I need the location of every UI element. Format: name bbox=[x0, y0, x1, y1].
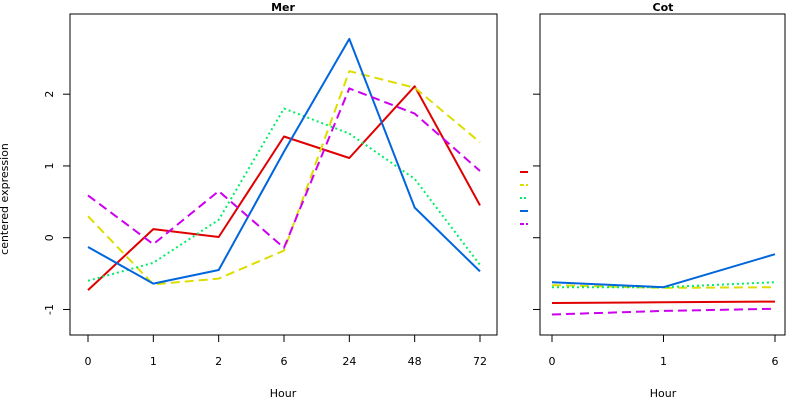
x-axis-title-cot: Hour bbox=[650, 387, 677, 400]
series-line-cot-4 bbox=[551, 253, 776, 289]
plot-frame-cot bbox=[539, 13, 786, 336]
series-line-mer-5 bbox=[87, 87, 481, 249]
x-tick-label-mer: 0 bbox=[85, 355, 92, 368]
panel-cot: Cot Hour 0 1 6 bbox=[533, 1, 786, 400]
panel-title-cot: Cot bbox=[653, 1, 674, 14]
axis-ticks-cot: 0 1 6 bbox=[533, 93, 779, 368]
x-tick-label-mer: 2 bbox=[215, 355, 222, 368]
series-line-cot-2 bbox=[551, 284, 776, 289]
y-tick-label: -1 bbox=[43, 304, 56, 315]
series-line-mer-3 bbox=[87, 107, 481, 282]
panel-mer: Mer Hour centered expression 0 1 2 6 24 48 72 -… bbox=[0, 1, 498, 400]
y-tick-label: 2 bbox=[43, 91, 56, 98]
plot-frame-mer bbox=[69, 13, 498, 336]
series-line-mer-1 bbox=[87, 85, 481, 291]
x-tick-label-cot: 1 bbox=[660, 355, 667, 368]
series-group-mer bbox=[87, 37, 481, 291]
y-tick-label: 0 bbox=[43, 234, 56, 241]
legend bbox=[520, 171, 528, 225]
panel-title-mer: Mer bbox=[271, 1, 295, 14]
x-tick-label-mer: 6 bbox=[281, 355, 288, 368]
axis-ticks-mer: 0 1 2 6 24 48 72 -1 0 1 2 bbox=[43, 91, 487, 368]
series-line-mer-4 bbox=[87, 37, 481, 285]
y-tick-label: 1 bbox=[43, 162, 56, 169]
y-axis-title: centered expression bbox=[0, 143, 11, 255]
series-line-mer-2 bbox=[87, 70, 481, 286]
x-tick-label-mer: 1 bbox=[150, 355, 157, 368]
x-axis-title-mer: Hour bbox=[270, 387, 297, 400]
x-tick-label-mer: 72 bbox=[473, 355, 487, 368]
series-line-cot-5 bbox=[551, 307, 776, 316]
x-tick-label-cot: 6 bbox=[772, 355, 779, 368]
series-group-cot bbox=[551, 253, 776, 316]
x-tick-label-mer: 48 bbox=[408, 355, 422, 368]
x-tick-label-cot: 0 bbox=[549, 355, 556, 368]
x-tick-label-mer: 24 bbox=[342, 355, 356, 368]
series-line-cot-1 bbox=[551, 300, 776, 304]
